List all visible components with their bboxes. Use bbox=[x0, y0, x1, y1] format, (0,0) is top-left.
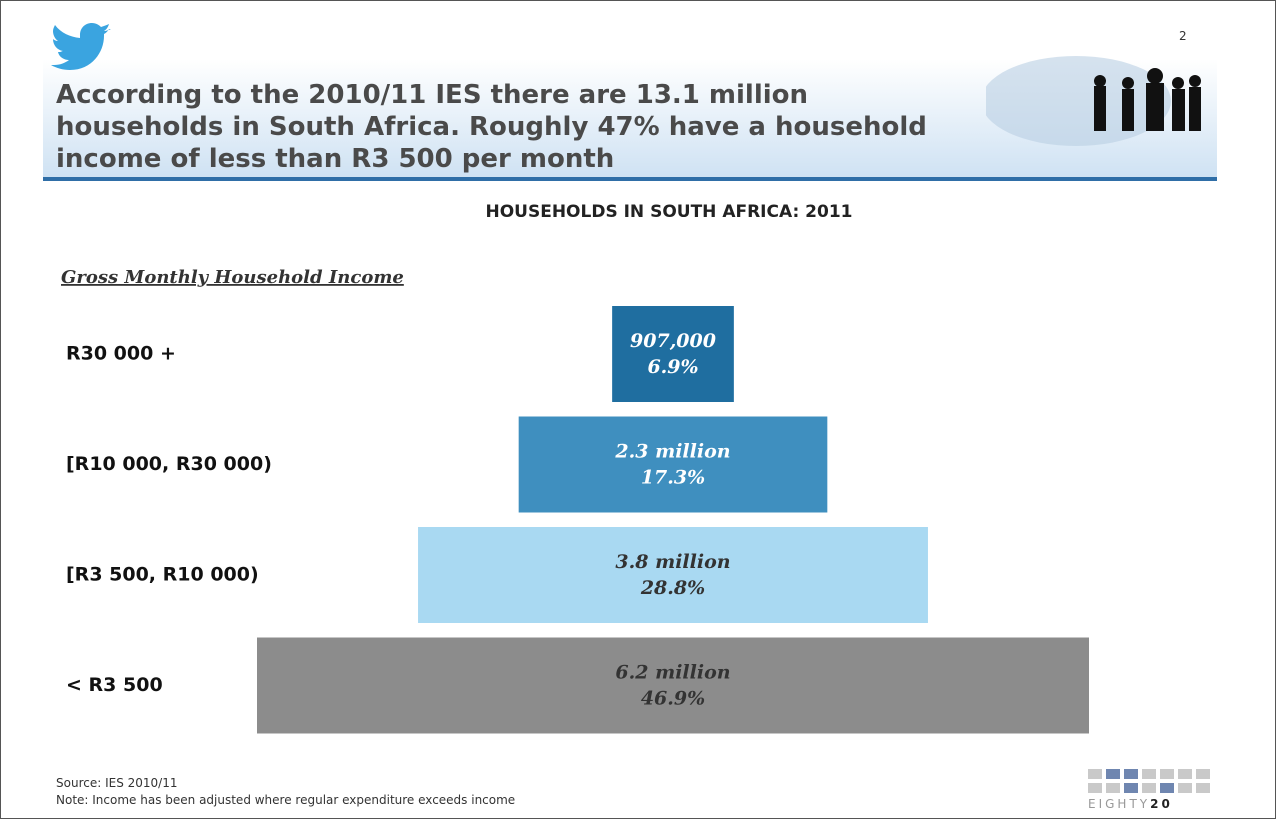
category-label: [R3 500, R10 000) bbox=[66, 564, 259, 586]
percent-label: 17.3% bbox=[641, 467, 705, 489]
chart: HOUSEHOLDS IN SOUTH AFRICA: 2011 Gross M… bbox=[61, 202, 1089, 734]
logo: EIGHTY20 bbox=[1088, 769, 1210, 811]
bar bbox=[612, 306, 734, 402]
bar bbox=[518, 416, 828, 513]
people-graphic bbox=[986, 56, 1201, 146]
value-label: 6.2 million bbox=[615, 662, 730, 684]
axis-label: Gross Monthly Household Income bbox=[61, 267, 404, 288]
chart-title: HOUSEHOLDS IN SOUTH AFRICA: 2011 bbox=[485, 202, 852, 222]
page-number: 2 bbox=[1179, 29, 1187, 43]
value-label: 907,000 bbox=[630, 330, 716, 352]
bar bbox=[418, 527, 928, 623]
value-label: 2.3 million bbox=[614, 441, 730, 463]
logo-text: EIGHTY20 bbox=[1088, 797, 1173, 811]
percent-label: 6.9% bbox=[647, 356, 698, 378]
twitter-icon bbox=[51, 23, 111, 70]
slide-title: According to the 2010/11 IES there are 1… bbox=[56, 80, 927, 174]
logo-word: EIGHTY bbox=[1088, 797, 1150, 811]
percent-label: 28.8% bbox=[640, 577, 705, 599]
bar bbox=[257, 637, 1089, 734]
percent-label: 46.9% bbox=[641, 688, 705, 710]
value-label: 3.8 million bbox=[615, 551, 730, 573]
category-label: R30 000 + bbox=[66, 343, 176, 365]
logo-number: 20 bbox=[1150, 797, 1173, 811]
note: Note: Income has been adjusted where reg… bbox=[56, 793, 516, 807]
category-label: < R3 500 bbox=[66, 674, 163, 696]
source: Source: IES 2010/11 bbox=[56, 776, 178, 790]
category-label: [R10 000, R30 000) bbox=[66, 453, 272, 475]
